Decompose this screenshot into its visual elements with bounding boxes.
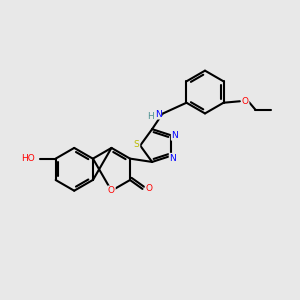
- Text: S: S: [134, 140, 140, 148]
- Text: O: O: [146, 184, 152, 194]
- Text: N: N: [155, 110, 161, 119]
- Text: N: N: [169, 154, 176, 163]
- Text: O: O: [108, 186, 115, 195]
- Text: O: O: [242, 97, 249, 106]
- Text: H: H: [147, 112, 154, 121]
- Text: N: N: [172, 131, 178, 140]
- Text: HO: HO: [21, 154, 35, 163]
